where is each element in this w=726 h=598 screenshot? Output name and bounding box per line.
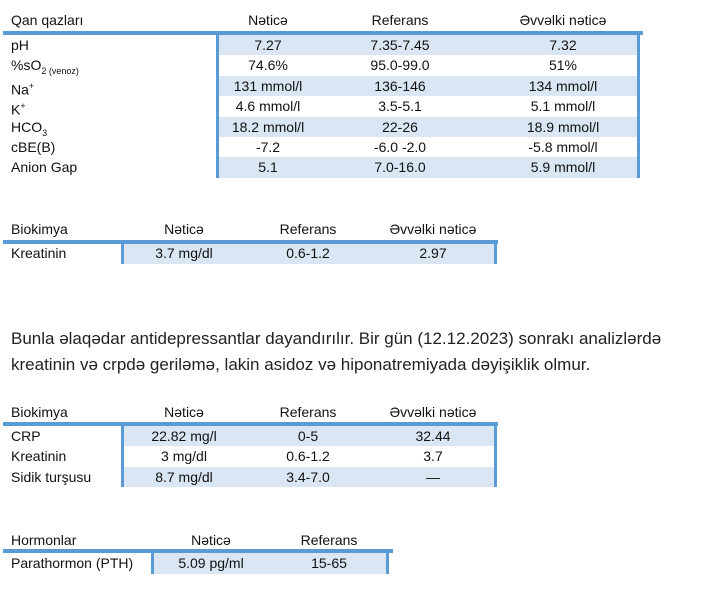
row-shading [216, 116, 637, 137]
column-header: Referans [279, 404, 337, 420]
row-label-text: Kreatinin [11, 245, 67, 261]
row-label-text: K [11, 101, 21, 118]
table-header-label: Biokimya [11, 221, 68, 237]
table-cell: 5.09 pg/ml [178, 555, 244, 571]
row-label: Na+ [11, 76, 35, 98]
table-cell: 3.7 [423, 448, 443, 465]
row-label: Kreatinin [11, 446, 66, 466]
column-header: Nəticə [248, 12, 288, 28]
column-header: Nəticə [164, 221, 204, 237]
table-cell: 3.5-5.1 [378, 98, 422, 115]
row-shading [216, 157, 637, 178]
row-label-text: Na [11, 81, 29, 98]
table-cell: 15-65 [311, 555, 347, 571]
row-label-text: Parathormon (PTH) [11, 555, 134, 571]
table-cell: -7.2 [255, 139, 281, 155]
column-header: Referans [300, 532, 358, 548]
table-cell: — [426, 468, 440, 485]
table-header-label: Biokimya [11, 404, 68, 420]
table-cell: 51% [548, 57, 578, 74]
left-column-border [151, 552, 154, 574]
paragraph-text: Bunla əlaqədar antidepressantlar dayandı… [11, 329, 662, 374]
row-label: Parathormon (PTH) [11, 553, 133, 573]
right-table-border [386, 552, 389, 574]
header-divider [3, 422, 498, 426]
table-cell: 0.6-1.2 [286, 448, 330, 465]
row-label: K+ [11, 96, 26, 118]
table-cell: 7.35-7.45 [370, 37, 430, 53]
table-cell: -6.0 -2.0 [373, 139, 427, 155]
table-cell: 18.9 mmol/l [526, 118, 600, 135]
row-shading [121, 466, 494, 487]
left-column-border [121, 243, 124, 264]
table-cell: 3.7 mg/dl [155, 245, 213, 261]
column-header: Nəticə [164, 404, 204, 420]
table-cell: 8.7 mg/dl [155, 468, 213, 485]
row-label-text: %sO [11, 57, 42, 74]
table-cell: 134 mmol/l [528, 77, 598, 94]
row-shading [216, 75, 637, 97]
row-label-superscript: + [20, 101, 26, 112]
column-header: Əvvəlki nəticə [519, 12, 607, 28]
left-column-border [121, 425, 124, 487]
row-label-subscript: 3 [42, 127, 48, 138]
row-label-text: Anion Gap [11, 159, 78, 176]
table-cell: 0.6-1.2 [286, 245, 330, 261]
table-cell: 2.97 [419, 245, 447, 261]
table-cell: 32.44 [415, 428, 451, 444]
row-label-text: cBE(B) [11, 139, 56, 155]
table-cell: 0-5 [297, 428, 319, 444]
row-label: pH [11, 35, 29, 55]
column-header: Nəticə [191, 532, 231, 548]
row-label: HCO3 [11, 117, 48, 138]
column-header: Əvvəlki nəticə [389, 404, 477, 420]
row-label-subscript: 2 (venoz) [41, 66, 79, 77]
header-divider [3, 549, 393, 553]
right-table-border [494, 243, 497, 264]
table-cell: 7.32 [549, 37, 577, 53]
row-label: %sO2 (venoz) [11, 55, 79, 77]
table-cell: 5.1 [258, 159, 278, 176]
left-column-border [216, 34, 219, 178]
row-shading [121, 243, 494, 264]
row-label-text: CRP [11, 428, 41, 444]
row-label: Sidik turşusu [11, 467, 91, 487]
table-cell: 95.0-99.0 [370, 57, 430, 74]
row-label-superscript: + [28, 80, 35, 91]
right-table-border [494, 425, 497, 487]
table-cell: 18.2 mmol/l [231, 118, 305, 135]
table-cell: 7.0-16.0 [374, 159, 426, 176]
table-cell: 74.6% [248, 57, 288, 74]
column-header: Referans [371, 12, 429, 28]
row-label-text: HCO [11, 118, 43, 135]
table-cell: 131 mmol/l [233, 77, 303, 94]
column-header: Referans [279, 221, 337, 237]
header-divider [3, 31, 643, 35]
table-header-label: Qan qazları [11, 12, 84, 28]
row-label: Kreatinin [11, 243, 66, 263]
table-cell: 5.9 mmol/l [530, 159, 596, 176]
header-divider [3, 240, 498, 244]
row-label: cBE(B) [11, 137, 55, 157]
row-label-text: pH [11, 37, 29, 53]
column-header: Əvvəlki nəticə [389, 221, 477, 237]
table-cell: 4.6 mmol/l [235, 98, 301, 115]
right-table-border [637, 34, 640, 178]
table-header-label: Hormonlar [11, 532, 77, 548]
table-cell: 22.82 mg/l [151, 428, 217, 444]
table-cell: 3.4-7.0 [286, 468, 330, 485]
table-cell: 136-146 [374, 77, 426, 94]
table-cell: 7.27 [254, 37, 282, 53]
row-shading [121, 426, 494, 447]
row-label: Anion Gap [11, 157, 77, 177]
table-cell: 22-26 [382, 118, 418, 135]
table-cell: 5.1 mmol/l [530, 98, 596, 115]
table-cell: -5.8 mmol/l [528, 139, 598, 155]
row-label: CRP [11, 426, 41, 446]
row-shading [151, 553, 386, 574]
row-label-text: Kreatinin [11, 448, 67, 465]
table-cell: 3 mg/dl [161, 448, 207, 465]
row-shading [216, 35, 637, 56]
row-label-text: Sidik turşusu [11, 468, 92, 485]
